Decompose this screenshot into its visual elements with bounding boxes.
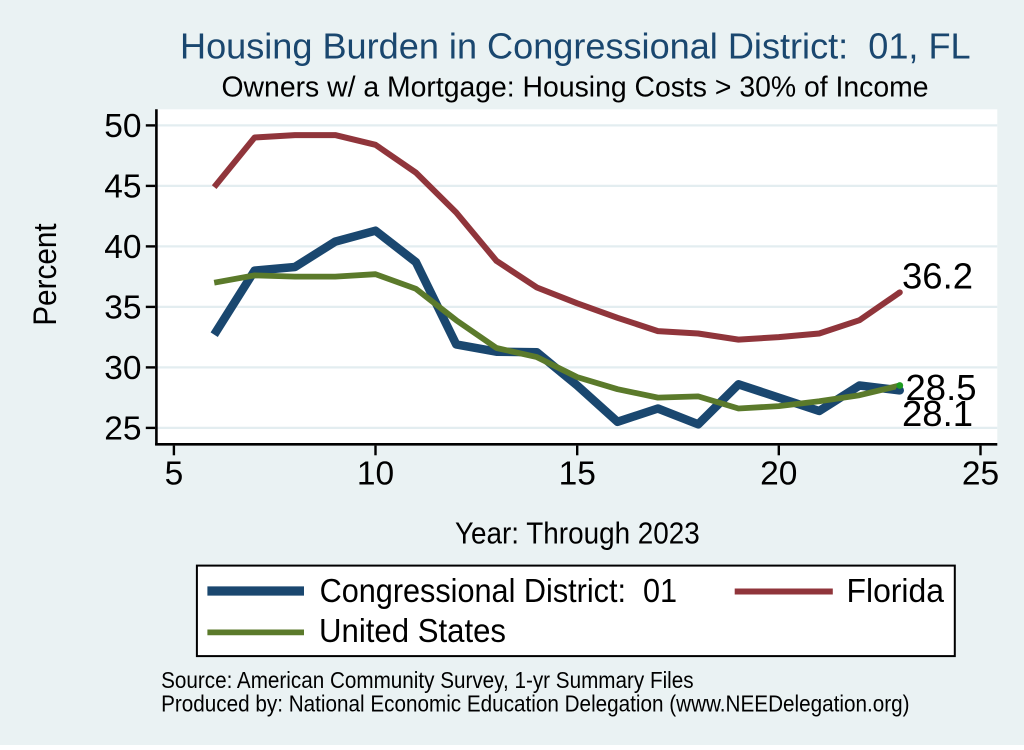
svg-text:30: 30 — [104, 350, 141, 387]
svg-text:15: 15 — [559, 455, 596, 492]
svg-text:Owners w/ a Mortgage: Housing: Owners w/ a Mortgage: Housing Costs > 30… — [222, 72, 929, 104]
svg-text:10: 10 — [357, 455, 394, 492]
svg-text:25: 25 — [104, 410, 141, 447]
svg-text:50: 50 — [104, 108, 141, 145]
svg-text:45: 45 — [104, 168, 141, 205]
svg-text:35: 35 — [104, 289, 141, 326]
svg-text:25: 25 — [962, 455, 999, 492]
svg-text:Source: American Community Sur: Source: American Community Survey, 1-yr … — [161, 667, 694, 693]
svg-text:28.5: 28.5 — [906, 367, 977, 408]
svg-text:Congressional District: 01: Congressional District: 01 — [320, 572, 677, 609]
svg-text:40: 40 — [104, 229, 141, 266]
svg-text:United States: United States — [319, 612, 506, 649]
svg-text:36.2: 36.2 — [902, 255, 973, 296]
svg-text:Produced by: National Economic: Produced by: National Economic Education… — [161, 690, 909, 716]
svg-text:Percent: Percent — [27, 223, 63, 326]
svg-text:28.1: 28.1 — [902, 393, 973, 434]
svg-text:Florida: Florida — [847, 572, 945, 609]
svg-text:5: 5 — [165, 455, 184, 492]
svg-text:20: 20 — [760, 455, 797, 492]
svg-text:Housing Burden in Congressiona: Housing Burden in Congressional District… — [180, 25, 971, 66]
svg-text:Year: Through 2023: Year: Through 2023 — [455, 517, 700, 551]
